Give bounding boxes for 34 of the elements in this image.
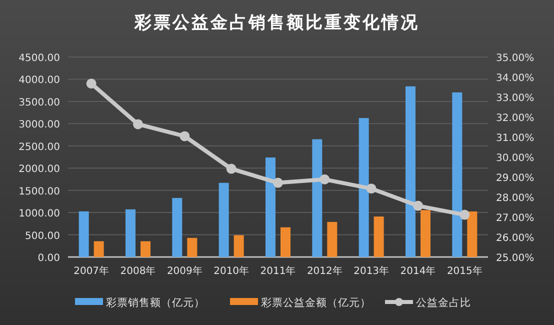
- y-tick-label: 3500.00: [18, 97, 60, 108]
- y2-tick-label: 27.00%: [496, 213, 534, 224]
- y-tick-label: 4500.00: [18, 53, 60, 64]
- x-tick-label: 2015年: [446, 265, 482, 277]
- x-tick-label: 2007年: [74, 265, 110, 277]
- y2-tick-label: 35.00%: [496, 53, 534, 64]
- legend-label: 公益金占比: [416, 296, 471, 309]
- x-tick-label: 2013年: [354, 265, 390, 277]
- x-tick-label: 2009年: [166, 265, 202, 277]
- x-tick-label: 2010年: [214, 265, 250, 277]
- y-tick-label: 2000.00: [18, 164, 60, 176]
- x-tick-label: 2012年: [306, 265, 342, 277]
- y2-tick-label: 30.00%: [496, 153, 534, 164]
- y2-tick-label: 34.00%: [496, 73, 534, 84]
- y2-tick-label: 26.00%: [496, 233, 534, 244]
- y-tick-label: 1000.00: [18, 208, 60, 220]
- y-tick-label: 1500.00: [18, 186, 60, 198]
- y2-tick-label: 28.00%: [496, 193, 534, 204]
- y-tick-label: 500.00: [25, 230, 60, 242]
- chart-title: 彩票公益金占销售额比重变化情况: [134, 13, 420, 33]
- y2-tick-label: 31.00%: [496, 133, 534, 144]
- y2-tick-label: 33.00%: [496, 93, 534, 104]
- y-tick-label: 2500.00: [18, 142, 60, 153]
- y-tick-label: 3000.00: [18, 120, 60, 131]
- x-tick-label: 2008年: [120, 265, 156, 277]
- y-tick-label: 4000.00: [18, 75, 60, 86]
- legend-label: 彩票公益金额（亿元）: [261, 296, 371, 309]
- y2-tick-label: 29.00%: [496, 173, 534, 184]
- x-tick-label: 2011年: [260, 265, 296, 277]
- y-tick-label: 0.00: [38, 253, 60, 264]
- legend-label: 彩票销售额（亿元）: [106, 296, 205, 309]
- y2-tick-label: 25.00%: [496, 253, 534, 264]
- x-tick-label: 2014年: [400, 265, 436, 277]
- y2-tick-label: 32.00%: [496, 113, 534, 124]
